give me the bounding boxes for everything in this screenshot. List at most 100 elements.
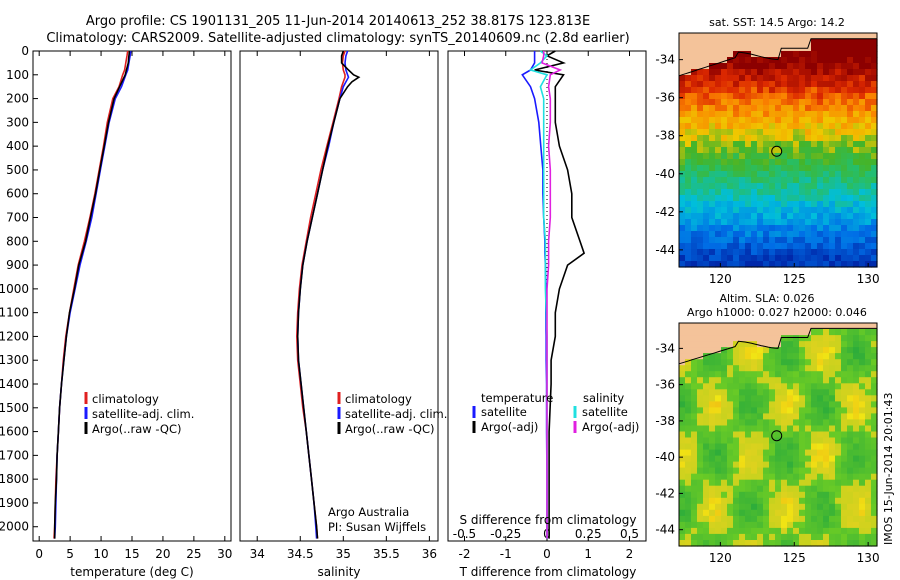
- map-cell: [787, 39, 794, 46]
- map-cell: [805, 407, 812, 414]
- map-cell: [781, 243, 788, 250]
- map-cell: [763, 395, 770, 402]
- map-cell: [739, 395, 746, 402]
- map-cell: [811, 515, 818, 523]
- t-difference-xlabel: T difference from climatology: [459, 565, 637, 579]
- map-cell: [721, 413, 728, 420]
- s-difference-label: S difference from climatology: [460, 513, 637, 527]
- map-cell: [859, 497, 866, 505]
- map-cell: [751, 365, 758, 372]
- map-cell: [853, 51, 860, 58]
- map-cell: [727, 359, 734, 366]
- map-cell: [727, 503, 734, 511]
- sla-map-grid: [679, 323, 878, 547]
- map-cell: [703, 171, 710, 178]
- map-cell: [745, 449, 752, 457]
- map-cell: [763, 75, 770, 82]
- map-cell: [829, 509, 836, 517]
- map-cell: [871, 237, 878, 244]
- map-cell: [733, 111, 740, 118]
- map-cell: [697, 201, 704, 208]
- map-cell: [727, 153, 734, 160]
- map-cell: [865, 425, 872, 433]
- map-cell: [853, 93, 860, 100]
- map-cell: [781, 135, 788, 142]
- map-cell: [829, 515, 836, 523]
- map-cell: [817, 407, 824, 414]
- map-cell: [775, 93, 782, 100]
- map-cell: [679, 485, 686, 493]
- map-cell: [763, 431, 770, 439]
- map-cell: [715, 237, 722, 244]
- t-difference-axis: -2 -1 0 1 2: [459, 51, 633, 561]
- map-cell: [811, 225, 818, 232]
- map-cell: [775, 159, 782, 166]
- map-cell: [709, 485, 716, 493]
- map-cell: [679, 99, 686, 106]
- map-cell: [853, 195, 860, 202]
- map-cell: [739, 437, 746, 445]
- map-cell: [781, 437, 788, 445]
- map-cell: [841, 407, 848, 414]
- map-cell: [775, 540, 782, 547]
- map-cell: [793, 129, 800, 136]
- x-tick-label: 34: [250, 547, 265, 561]
- map-cell: [679, 147, 686, 154]
- s-difference-axis: -0.5 -0.25 0 0.25 0.5: [453, 527, 639, 541]
- y-tick-label: 1700: [0, 448, 29, 462]
- map-cell: [709, 81, 716, 88]
- map-cell: [763, 419, 770, 426]
- map-cell: [865, 473, 872, 481]
- map-cell: [799, 425, 806, 433]
- map-cell: [745, 39, 752, 46]
- map-cell: [853, 111, 860, 118]
- map-cell: [781, 383, 788, 390]
- map-cell: [709, 497, 716, 505]
- map-cell: [727, 135, 734, 142]
- map-cell: [835, 341, 842, 348]
- map-cell: [697, 177, 704, 184]
- map-cell: [757, 183, 764, 190]
- map-cell: [721, 129, 728, 136]
- y-tick-label: 1900: [0, 496, 29, 510]
- map-cell: [715, 177, 722, 184]
- map-cell: [823, 93, 830, 100]
- map-cell: [679, 389, 686, 396]
- map-cell: [853, 99, 860, 106]
- map-cell: [691, 243, 698, 250]
- map-cell: [841, 45, 848, 52]
- y-tick-label: 400: [6, 139, 29, 153]
- map-cell: [859, 69, 866, 76]
- map-cell: [757, 527, 764, 535]
- map-cell: [691, 39, 698, 46]
- map-cell: [751, 207, 758, 214]
- map-cell: [751, 437, 758, 445]
- map-cell: [757, 117, 764, 124]
- map-cell: [751, 93, 758, 100]
- map-cell: [787, 261, 794, 268]
- map-cell: [859, 323, 866, 330]
- map-cell: [793, 51, 800, 58]
- map-cell: [775, 171, 782, 178]
- map-cell: [739, 371, 746, 378]
- map-cell: [853, 261, 860, 268]
- map-cell: [799, 419, 806, 426]
- map-cell: [703, 147, 710, 154]
- map-cell: [757, 467, 764, 475]
- map-cell: [775, 51, 782, 58]
- map-cell: [835, 117, 842, 124]
- map-cell: [703, 123, 710, 130]
- map-cell: [709, 437, 716, 445]
- map-cell: [799, 81, 806, 88]
- map-cell: [799, 353, 806, 360]
- map-cell: [727, 123, 734, 130]
- map-cell: [823, 33, 830, 40]
- legend-label-climatology: climatology: [92, 392, 159, 406]
- map-cell: [733, 171, 740, 178]
- map-cell: [793, 461, 800, 469]
- map-cell: [817, 93, 824, 100]
- map-cell: [871, 335, 878, 342]
- map-cell: [865, 33, 872, 40]
- map-cell: [787, 243, 794, 250]
- map-cell: [685, 51, 692, 58]
